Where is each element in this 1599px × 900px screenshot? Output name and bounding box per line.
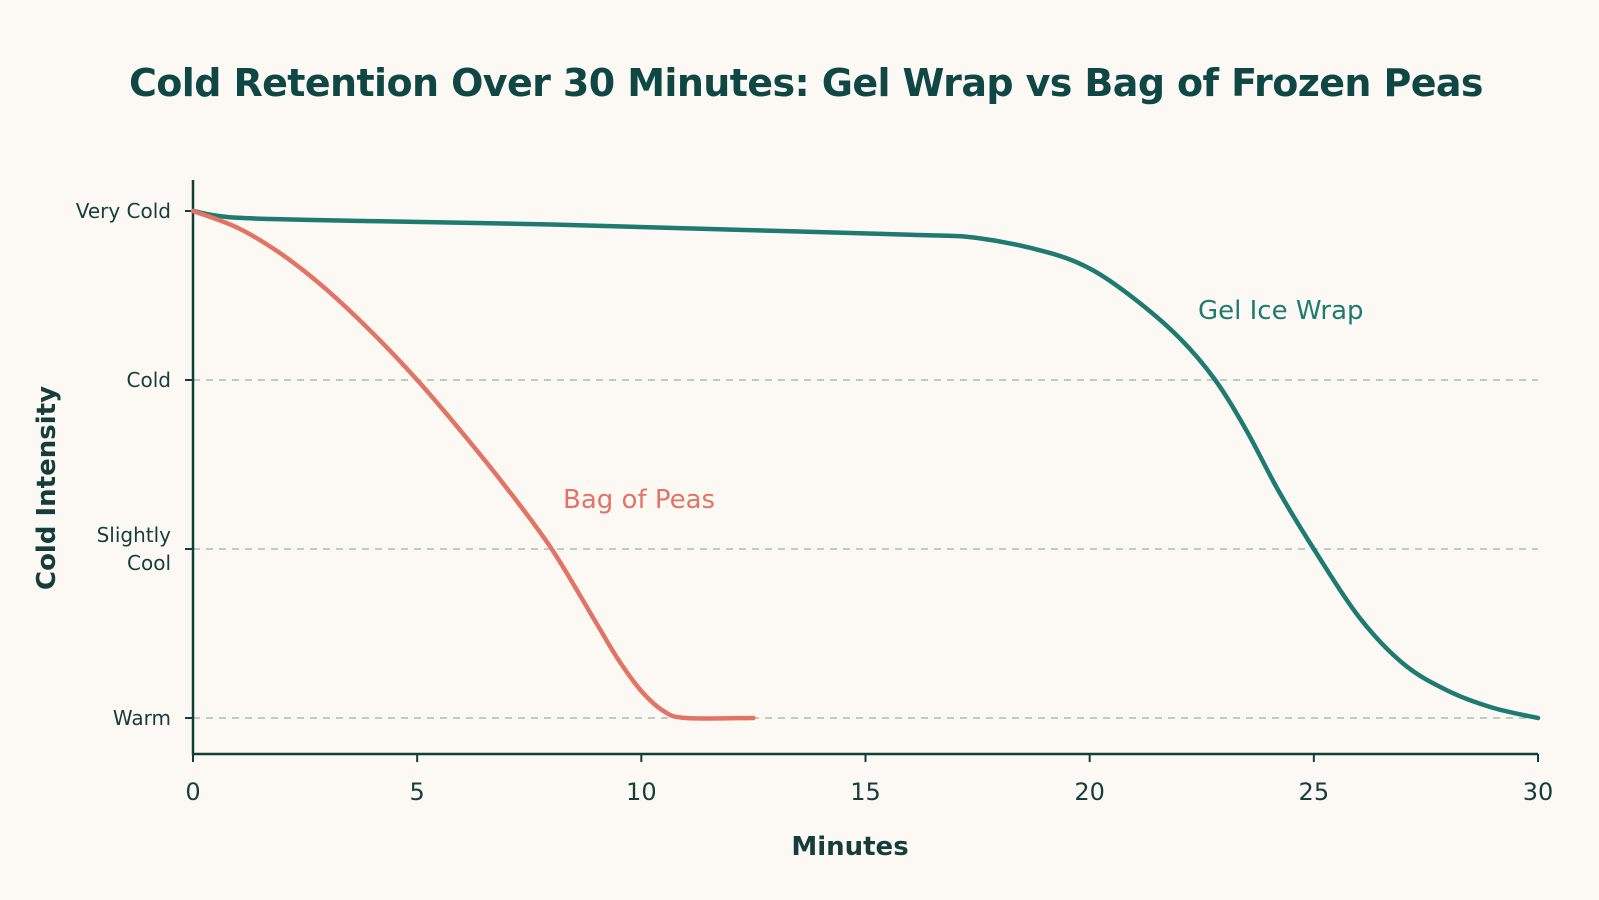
chart-title: Cold Retention Over 30 Minutes: Gel Wrap… xyxy=(129,61,1483,105)
x-axis-ticks: 0 5 10 15 20 25 30 xyxy=(185,754,1553,806)
x-tick-label: 10 xyxy=(626,778,657,806)
series-line-bag-of-peas xyxy=(190,208,756,721)
y-tick-label: Slightly xyxy=(97,523,172,547)
y-tick-label: Warm xyxy=(113,706,171,730)
y-axis-ticks: Very Cold Cold Slightly Cool Warm xyxy=(76,199,193,730)
x-tick-label: 20 xyxy=(1074,778,1105,806)
y-tick-label: Very Cold xyxy=(76,199,171,223)
series-line-gel-ice-wrap xyxy=(190,208,1541,721)
x-tick-label: 30 xyxy=(1523,778,1554,806)
y-tick-label: Cool xyxy=(127,551,171,575)
x-tick-label: 5 xyxy=(410,778,425,806)
x-tick-label: 25 xyxy=(1299,778,1330,806)
y-tick-label: Cold xyxy=(127,368,171,392)
y-axis-label: Cold Intensity xyxy=(32,386,62,590)
series-lines xyxy=(190,208,1541,721)
x-tick-label: 0 xyxy=(185,778,200,806)
series-label-bag-of-peas: Bag of Peas xyxy=(563,485,715,515)
x-tick-label: 15 xyxy=(850,778,881,806)
x-axis-label: Minutes xyxy=(791,832,908,862)
series-label-gel-ice-wrap: Gel Ice Wrap xyxy=(1198,296,1364,326)
